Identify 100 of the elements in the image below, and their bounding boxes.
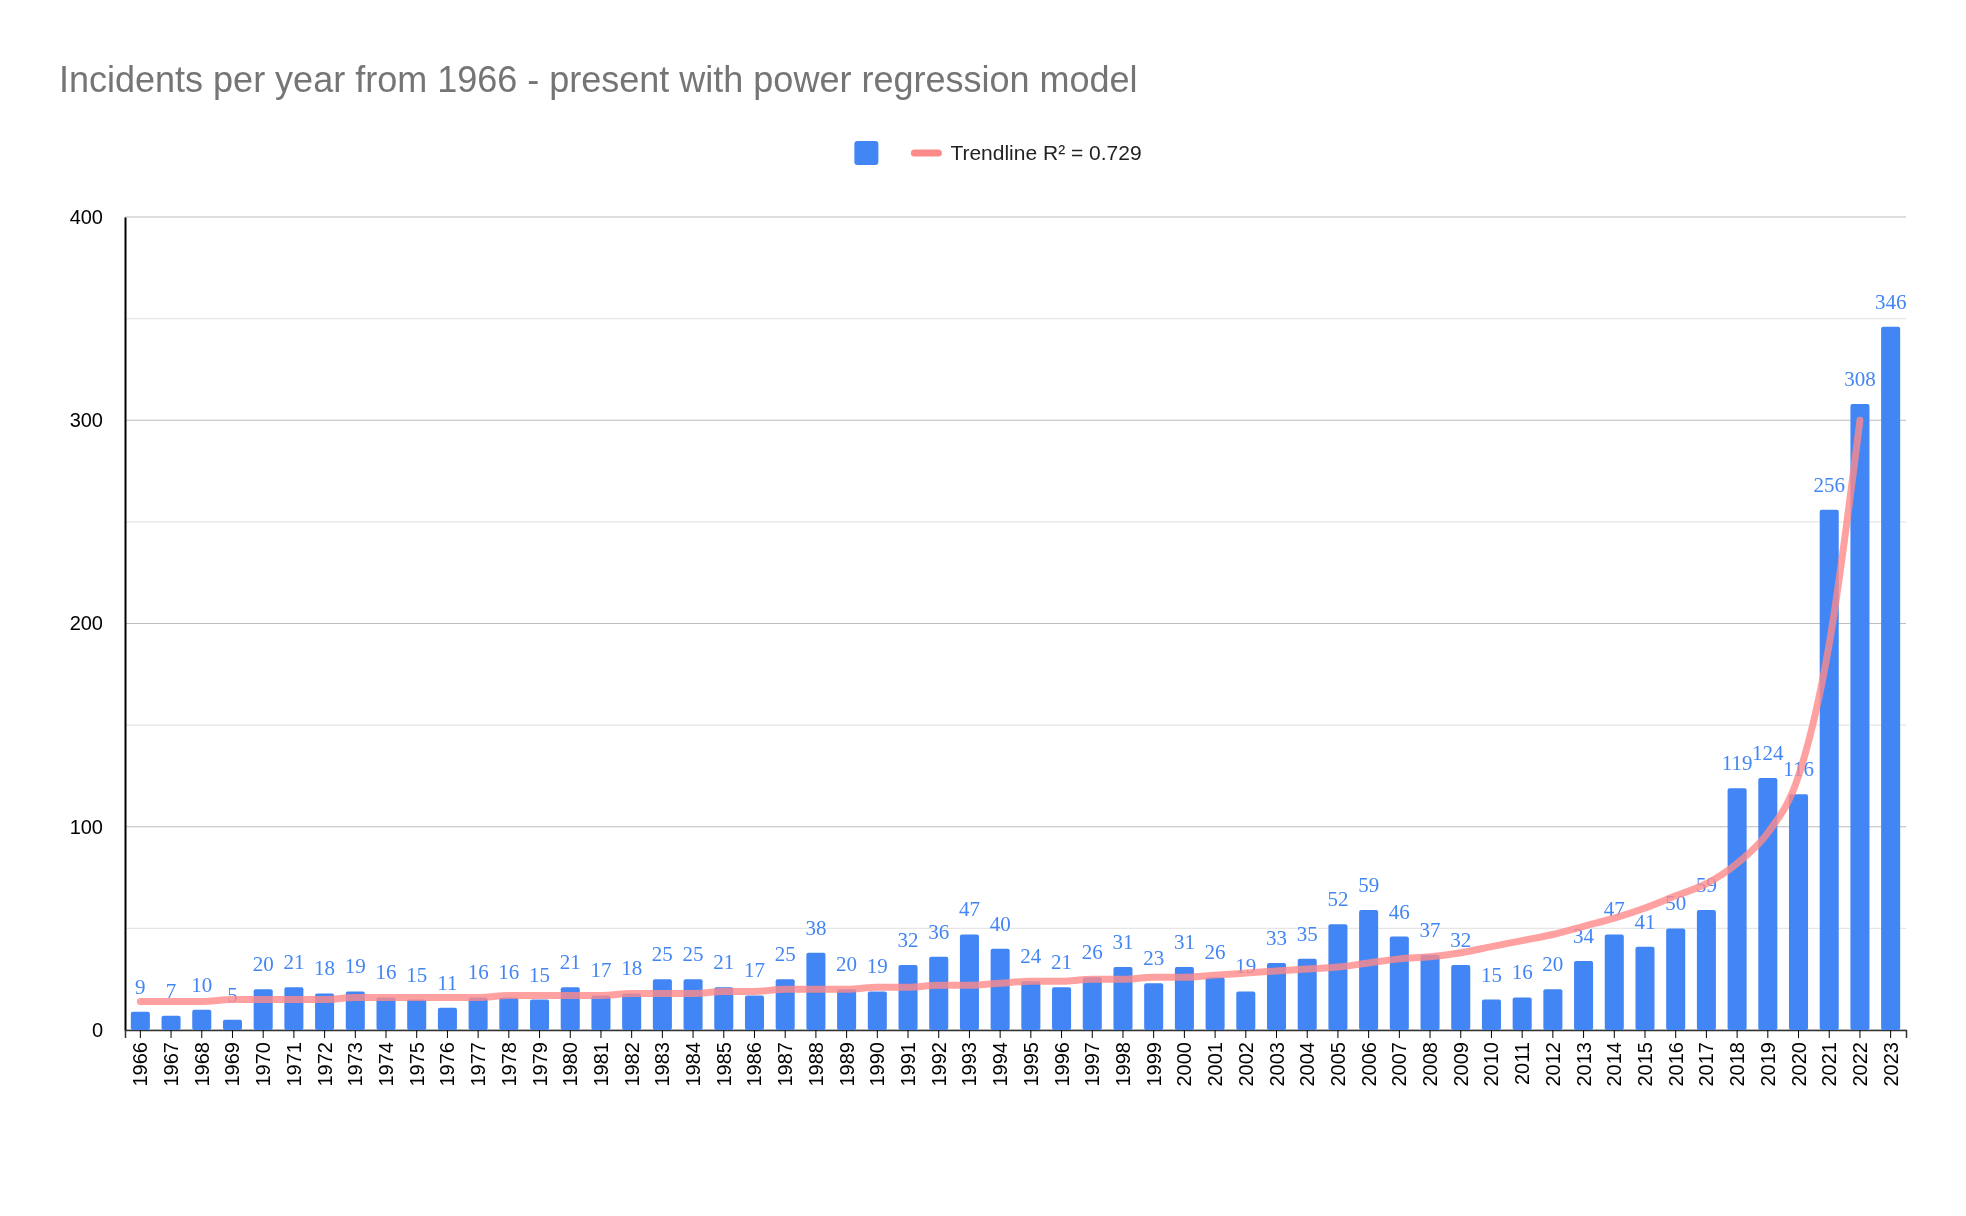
data-label: 59: [1695, 873, 1717, 898]
bar: [161, 1015, 181, 1030]
data-label: 31: [1112, 929, 1134, 954]
x-tick-label: 2018: [1726, 1042, 1749, 1087]
bar: [1758, 777, 1778, 1030]
x-tick-label: 1998: [1111, 1042, 1134, 1087]
x-tick-label: 2011: [1511, 1042, 1534, 1086]
data-label: 10: [191, 972, 213, 997]
x-tick-label: 1973: [344, 1042, 367, 1087]
bar: [1144, 983, 1164, 1030]
data-label: 47: [958, 897, 980, 922]
bar: [1850, 403, 1870, 1030]
x-tick-label: 1994: [989, 1042, 1012, 1087]
data-label: 34: [1573, 923, 1595, 948]
bar: [1451, 964, 1471, 1030]
y-tick-label: 300: [69, 409, 103, 432]
bar: [1881, 326, 1901, 1030]
x-tick-label: 1975: [405, 1042, 428, 1087]
data-label: 33: [1266, 925, 1288, 950]
bar: [407, 999, 427, 1030]
x-tick-label: 2014: [1603, 1042, 1626, 1087]
x-tick-label: 1986: [743, 1042, 766, 1087]
y-tick-label: 100: [69, 815, 103, 838]
bar: [867, 991, 887, 1030]
y-tick-label: 400: [69, 205, 103, 228]
bar: [1052, 987, 1072, 1030]
data-label: 20: [252, 952, 274, 977]
bar: [990, 948, 1010, 1030]
x-tick-label: 1969: [221, 1042, 244, 1087]
legend-label: Trendline R² = 0.729: [950, 141, 1142, 164]
x-tick-label: 2017: [1695, 1042, 1718, 1087]
bar: [1512, 997, 1532, 1030]
data-label: 17: [590, 958, 612, 983]
x-tick-label: 1967: [160, 1042, 183, 1087]
bar: [130, 1011, 150, 1030]
x-tick-label: 1999: [1142, 1042, 1165, 1087]
x-tick-label: 1980: [559, 1042, 582, 1087]
data-label: 308: [1844, 366, 1876, 391]
x-tick-label: 1972: [313, 1042, 336, 1087]
data-label: 16: [1511, 960, 1533, 985]
data-label: 17: [743, 958, 765, 983]
x-tick-label: 1997: [1081, 1042, 1104, 1087]
data-label: 25: [774, 942, 796, 967]
data-label: 37: [1419, 917, 1441, 942]
data-label: 26: [1204, 940, 1226, 965]
data-label: 32: [897, 927, 919, 952]
data-label: 59: [1358, 873, 1380, 898]
bar: [437, 1007, 457, 1030]
x-tick-label: 2016: [1664, 1042, 1687, 1087]
bar: [192, 1009, 212, 1030]
x-tick-label: 1974: [375, 1042, 398, 1087]
x-tick-label: 1990: [866, 1042, 889, 1087]
x-tick-label: 1978: [497, 1042, 520, 1087]
data-label: 18: [621, 956, 643, 981]
data-label: 21: [713, 950, 735, 975]
data-label: 38: [805, 915, 827, 940]
bar: [1727, 788, 1747, 1030]
data-label: 124: [1752, 740, 1785, 765]
bar: [1389, 936, 1409, 1030]
data-label: 119: [1721, 751, 1753, 776]
bar: [1359, 910, 1379, 1030]
x-tick-label: 2012: [1541, 1042, 1564, 1087]
data-label: 31: [1173, 929, 1195, 954]
data-label: 26: [1081, 940, 1103, 965]
x-tick-label: 2003: [1265, 1042, 1288, 1087]
y-tick-label: 200: [69, 612, 103, 635]
data-label: 15: [406, 962, 428, 987]
bar: [530, 999, 550, 1030]
x-tick-label: 1981: [589, 1042, 612, 1087]
bar: [1543, 989, 1563, 1030]
x-tick-label: 1966: [129, 1042, 152, 1087]
data-label: 41: [1634, 909, 1656, 934]
x-tick-label: 2009: [1449, 1042, 1472, 1087]
x-tick-label: 1988: [804, 1042, 827, 1087]
x-tick-label: 2015: [1633, 1042, 1656, 1087]
bar: [837, 989, 857, 1030]
x-tick-label: 2006: [1357, 1042, 1380, 1087]
chart-title: Incidents per year from 1966 - present with power regression model: [59, 59, 1138, 100]
data-label: 21: [559, 950, 581, 975]
bar: [744, 995, 765, 1030]
data-label: 346: [1874, 289, 1907, 314]
data-label: 35: [1296, 921, 1318, 946]
x-tick-label: 2007: [1388, 1042, 1411, 1087]
data-label: 19: [1235, 954, 1257, 979]
data-label: 9: [135, 974, 146, 999]
x-tick-label: 1989: [835, 1042, 858, 1087]
x-tick-label: 2021: [1818, 1042, 1841, 1087]
x-tick-label: 2008: [1419, 1042, 1442, 1087]
data-label: 15: [1480, 962, 1502, 987]
data-label: 46: [1388, 899, 1410, 924]
bar: [1481, 999, 1501, 1030]
x-tick-label: 1983: [651, 1042, 674, 1087]
data-label: 21: [1051, 950, 1073, 975]
bar: [1666, 928, 1686, 1030]
bar: [1789, 794, 1809, 1030]
data-label: 11: [437, 970, 458, 995]
data-label: 21: [283, 950, 305, 975]
x-tick-label: 1996: [1050, 1042, 1073, 1087]
x-tick-label: 2023: [1879, 1042, 1902, 1087]
x-tick-label: 1968: [190, 1042, 213, 1087]
